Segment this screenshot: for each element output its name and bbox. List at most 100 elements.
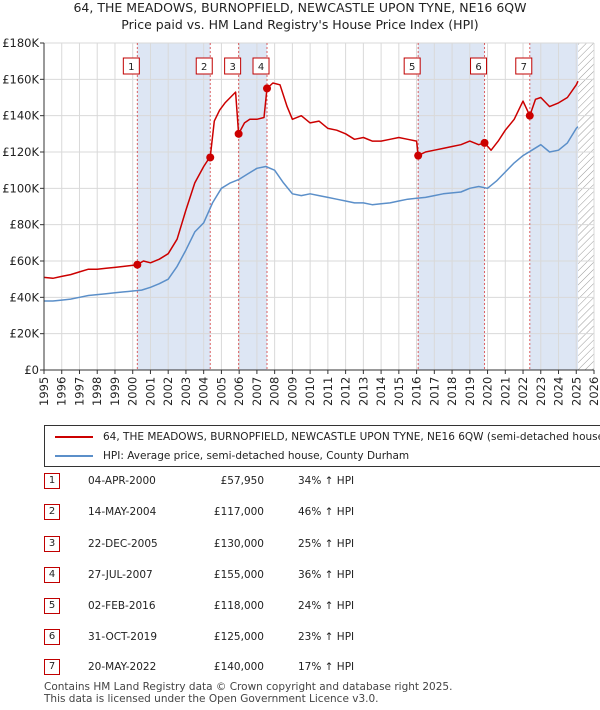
sale-point	[480, 138, 489, 147]
y-tick-label: £120K	[2, 145, 39, 159]
transaction-price: £140,000	[213, 661, 264, 673]
transaction-price: £57,950	[220, 475, 264, 487]
transaction-number: 4	[44, 567, 60, 583]
sale-point	[525, 111, 534, 120]
marker-label: 4	[258, 62, 264, 73]
x-tick-label: 2001	[143, 377, 157, 406]
marker-label-box	[515, 57, 533, 75]
x-tick-label: 2008	[268, 377, 282, 406]
transaction-number: 1	[44, 473, 60, 489]
x-tick-label: 2019	[463, 377, 477, 406]
marker-label-box	[122, 57, 140, 75]
property-price-line	[43, 80, 579, 280]
legend: 64, THE MEADOWS, BURNOPFIELD, NEWCASTLE …	[44, 425, 600, 467]
x-tick-label: 2016	[410, 377, 424, 406]
sale-point	[414, 151, 423, 160]
shaded-period	[418, 43, 485, 370]
marker-label-box	[224, 57, 242, 75]
transaction-price: £125,000	[213, 631, 264, 643]
shaded-period	[529, 43, 579, 370]
x-tick-label: 2015	[392, 377, 406, 406]
price-chart: 1 2 3 4 5 6 7 £0 £20K £40K £60K £80K £100K £120K £140…	[2, 36, 600, 406]
x-tick-label: 2023	[534, 377, 548, 406]
y-tick-label: £160K	[2, 72, 39, 86]
transaction-hpi: 46% ↑ HPI	[298, 506, 355, 518]
transaction-hpi: 23% ↑ HPI	[298, 631, 355, 643]
sale-point	[206, 153, 215, 162]
transaction-date: 20-MAY-2022	[88, 661, 157, 673]
sale-point	[133, 260, 142, 269]
x-tick-label: 2005	[214, 377, 228, 406]
x-tick-label: 2013	[356, 377, 370, 406]
x-tick-label: 2010	[303, 377, 317, 406]
legend-label-hpi: HPI: Average price, semi-detached house,…	[103, 450, 410, 462]
footer-copyright: Contains HM Land Registry data © Crown c…	[44, 681, 453, 693]
y-tick-label: £100K	[2, 181, 39, 195]
transaction-price: £117,000	[213, 506, 264, 518]
y-tick-label: £20K	[10, 327, 40, 341]
transaction-date: 27-JUL-2007	[88, 569, 153, 581]
transaction-date: 31-OCT-2019	[88, 631, 157, 643]
sale-point	[263, 84, 272, 93]
x-tick-label: 2022	[516, 377, 530, 406]
x-tick-label: 1999	[108, 377, 122, 406]
x-tick-label: 2024	[552, 377, 566, 406]
table-row: 7 20-MAY-2022 £140,000 17% ↑ HPI	[44, 659, 484, 677]
sale-point	[234, 129, 243, 138]
marker-label-box	[403, 57, 421, 75]
table-row: 6 31-OCT-2019 £125,000 23% ↑ HPI	[44, 629, 484, 647]
marker-label: 5	[409, 62, 415, 73]
transaction-price: £130,000	[213, 538, 264, 550]
shaded-period	[238, 43, 268, 370]
marker-label: 6	[475, 62, 481, 73]
transaction-number: 6	[44, 629, 60, 645]
y-tick-label: £180K	[2, 36, 39, 50]
x-tick-label: 2018	[445, 377, 459, 406]
x-tick-label: 2012	[339, 377, 353, 406]
hpi-line	[44, 126, 579, 302]
x-tick-label: 2004	[197, 377, 211, 406]
transaction-hpi: 17% ↑ HPI	[298, 661, 355, 673]
marker-label: 3	[229, 62, 235, 73]
legend-item-property: 64, THE MEADOWS, BURNOPFIELD, NEWCASTLE …	[55, 428, 600, 446]
marker-label-box	[252, 57, 270, 75]
transaction-hpi: 34% ↑ HPI	[298, 475, 355, 487]
x-tick-label: 2021	[498, 377, 512, 406]
marker-label: 1	[128, 62, 134, 73]
y-tick-label: £140K	[2, 109, 39, 123]
table-row: 3 22-DEC-2005 £130,000 25% ↑ HPI	[44, 536, 484, 554]
x-tick-label: 1997	[72, 377, 86, 406]
y-tick-label: £0	[24, 363, 39, 377]
transaction-price: £118,000	[213, 600, 264, 612]
table-row: 2 14-MAY-2004 £117,000 46% ↑ HPI	[44, 504, 484, 522]
x-tick-label: 1995	[37, 377, 51, 406]
x-tick-label: 2014	[374, 377, 388, 406]
x-tick-label: 2011	[321, 377, 335, 406]
legend-label-property: 64, THE MEADOWS, BURNOPFIELD, NEWCASTLE …	[103, 431, 600, 443]
transaction-number: 2	[44, 504, 60, 520]
x-tick-label: 2009	[285, 377, 299, 406]
table-row: 5 02-FEB-2016 £118,000 24% ↑ HPI	[44, 598, 484, 616]
x-tick-label: 2000	[126, 377, 140, 406]
transaction-number: 5	[44, 598, 60, 614]
x-tick-label: 2020	[481, 377, 495, 406]
x-tick-label: 2025	[569, 377, 583, 406]
y-tick-label: £40K	[10, 290, 40, 304]
chart-subtitle: Price paid vs. HM Land Registry's House …	[121, 17, 479, 32]
transaction-date: 02-FEB-2016	[88, 600, 156, 612]
x-tick-label: 2026	[587, 377, 600, 406]
y-tick-label: £60K	[10, 254, 40, 268]
forecast-hatch	[578, 43, 594, 370]
marker-label: 2	[201, 62, 207, 73]
x-tick-label: 1996	[55, 377, 69, 406]
x-tick-label: 2002	[161, 377, 175, 406]
x-tick-label: 2007	[250, 377, 264, 406]
x-tick-label: 2017	[427, 377, 441, 406]
chart-title: 64, THE MEADOWS, BURNOPFIELD, NEWCASTLE …	[73, 0, 527, 15]
x-tick-label: 2003	[179, 377, 193, 406]
transaction-number: 3	[44, 536, 60, 552]
table-row: 1 04-APR-2000 £57,950 34% ↑ HPI	[44, 473, 484, 491]
marker-label: 7	[521, 62, 527, 73]
legend-swatch-property	[55, 436, 93, 438]
legend-item-hpi: HPI: Average price, semi-detached house,…	[55, 447, 409, 465]
